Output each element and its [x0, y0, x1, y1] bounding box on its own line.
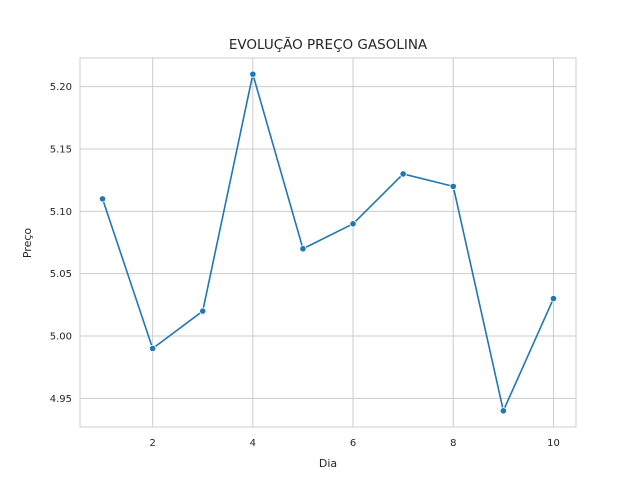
data-point-10 — [549, 294, 558, 303]
x-tick-label: 6 — [350, 438, 356, 449]
y-tick-labels: 4.95 5.00 5.05 5.10 5.15 5.20 — [50, 82, 72, 405]
plot-area-frame — [79, 57, 577, 428]
y-tick-label: 4.95 — [50, 394, 72, 405]
y-tick-label: 5.15 — [50, 145, 72, 156]
x-tick-label: 2 — [149, 438, 155, 449]
y-tick-label: 5.20 — [50, 82, 72, 93]
data-point-9 — [499, 407, 507, 415]
data-point-1 — [98, 195, 107, 203]
x-tick-label: 10 — [547, 438, 560, 449]
x-tick-label: 8 — [450, 438, 456, 449]
x-tick-labels: 2 4 6 8 10 — [149, 438, 559, 449]
grid-lines — [80, 58, 576, 427]
series-layer — [98, 70, 558, 415]
y-tick-label: 5.05 — [50, 269, 72, 280]
data-point-7 — [399, 170, 407, 178]
series-line — [101, 73, 555, 412]
x-axis-title: Dia — [319, 457, 337, 470]
data-point-2 — [149, 344, 157, 353]
data-point-3 — [199, 307, 207, 315]
data-point-8 — [449, 182, 457, 191]
y-tick-label: 5.10 — [50, 207, 72, 218]
data-point-6 — [349, 220, 357, 228]
data-point-5 — [299, 245, 307, 253]
y-axis-title: Preço — [21, 228, 34, 259]
x-tick-label: 4 — [250, 438, 256, 449]
chart-title: EVOLUÇÃO PREÇO GASOLINA — [229, 36, 428, 53]
y-tick-label: 5.00 — [50, 331, 72, 342]
data-point-4 — [249, 70, 257, 78]
